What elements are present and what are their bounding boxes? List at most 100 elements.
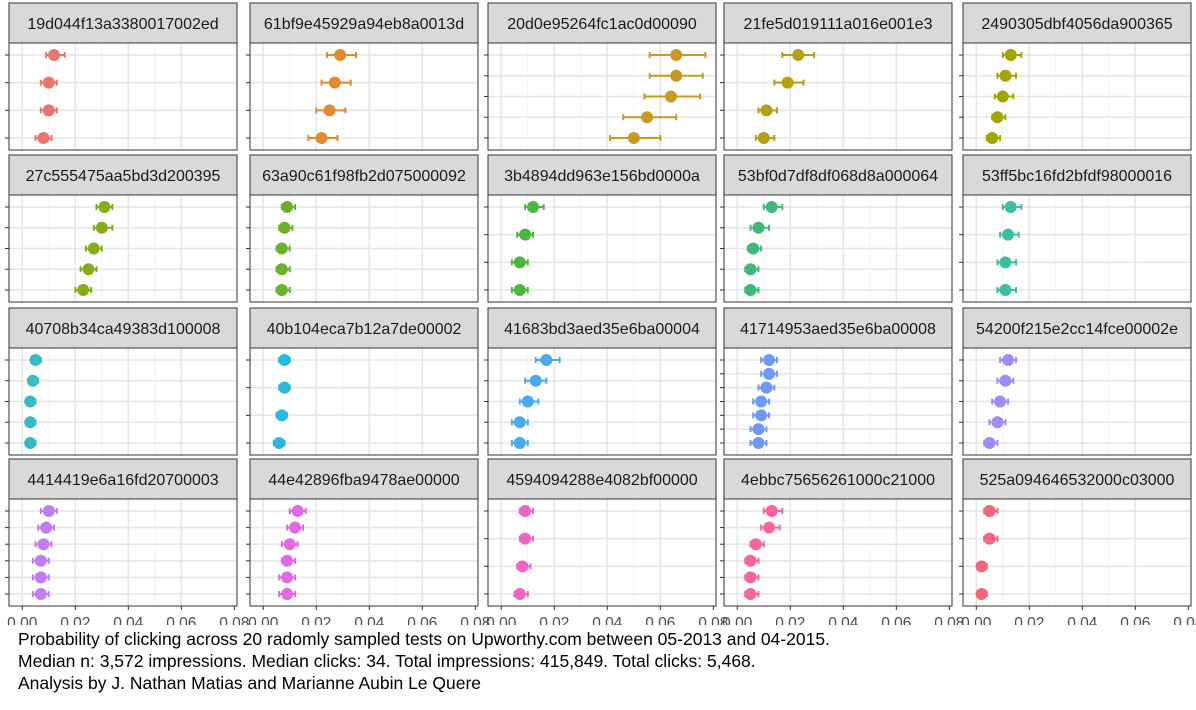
data-point <box>983 437 996 449</box>
data-point <box>516 560 529 573</box>
figure-caption: Probability of clicking across 20 radoml… <box>18 628 830 694</box>
data-point <box>513 437 526 449</box>
facet-panel: 40708b34ca49383d100008 <box>5 307 238 456</box>
data-point <box>765 201 778 213</box>
data-point <box>37 132 50 144</box>
facet-title: 4ebbc75656261000c21000 <box>741 472 935 489</box>
facet-strip <box>249 307 479 349</box>
x-tick-label: 0.06 <box>645 615 675 625</box>
data-point <box>664 90 677 103</box>
data-point <box>273 437 286 449</box>
data-point <box>1004 201 1017 213</box>
facet-panel: 40b104eca7b12a7de00002 <box>246 307 479 456</box>
panel-background <box>250 348 478 455</box>
data-point <box>275 242 288 255</box>
x-tick-label: 0.02 <box>775 615 805 625</box>
data-point <box>975 560 988 573</box>
panel-border <box>962 42 1192 151</box>
x-tick-label: 0.00 <box>486 615 517 625</box>
data-point <box>757 132 770 144</box>
data-point <box>40 521 53 534</box>
facet-title: 3b4894dd963e156bd0000a <box>504 168 700 185</box>
facet-strip <box>962 154 1192 196</box>
data-point <box>763 367 776 380</box>
panel-border <box>8 194 238 303</box>
data-point <box>281 201 294 213</box>
data-point <box>29 354 42 366</box>
x-tick-label: 0.06 <box>1120 615 1150 625</box>
facet-title: 61bf9e45929a94eb8a0013d <box>264 16 464 33</box>
facet-panel: 54200f215e2cc14fce00002e <box>959 307 1192 456</box>
facet-panel: 41714953aed35e6ba00008 <box>720 307 953 456</box>
panel-background <box>724 499 952 606</box>
panel-border <box>249 347 479 456</box>
panel-border <box>487 347 717 456</box>
data-point <box>34 588 47 600</box>
data-point <box>527 201 540 213</box>
facet-strip <box>8 307 238 349</box>
data-point <box>278 221 291 234</box>
data-point <box>37 538 50 551</box>
facet-panel: 4414419e6a16fd20700003 0.00 0.02 0.04 0.06 0.… <box>5 458 249 625</box>
data-point <box>24 416 37 429</box>
x-tick-label: 0.08 <box>934 615 964 625</box>
x-tick-label: 0.08 <box>460 615 490 625</box>
x-tick-label: 0.08 <box>1173 615 1196 625</box>
x-tick-label: 0.02 <box>1014 615 1044 625</box>
data-point <box>540 354 553 366</box>
data-point <box>991 111 1004 124</box>
facet-strip <box>8 458 238 500</box>
facet-strip <box>249 2 479 44</box>
data-point <box>34 554 47 567</box>
data-point <box>291 505 304 517</box>
facet-panel: 20d0e95264fc1ac0d00090 <box>484 2 717 151</box>
facet-title: 63a90c61f98fb2d075000092 <box>262 168 466 185</box>
facet-strip <box>487 154 717 196</box>
faceted-chart: 19d044f13a3380017002ed 61bf9e45929a94eb8a… <box>5 2 1196 625</box>
x-tick-label: 0.06 <box>881 615 911 625</box>
data-point <box>752 221 765 234</box>
facet-panel: 27c555475aa5bd3d200395 <box>5 154 238 303</box>
x-tick-label: 0.02 <box>539 615 569 625</box>
data-point <box>289 521 302 534</box>
x-tick-label: 0.00 <box>7 615 38 625</box>
data-point <box>281 571 294 584</box>
data-point <box>281 588 294 600</box>
caption-line-1: Probability of clicking across 20 radoml… <box>18 629 830 649</box>
data-point <box>98 201 111 213</box>
x-tick-label: 0.02 <box>301 615 331 625</box>
caption-line-2: Median n: 3,572 impressions. Median clic… <box>18 651 756 671</box>
x-tick-label: 0.04 <box>592 615 623 625</box>
data-point <box>755 395 768 408</box>
data-point <box>278 381 291 394</box>
x-tick-label: 0.02 <box>60 615 90 625</box>
data-point <box>519 505 532 517</box>
data-point <box>275 409 288 422</box>
x-tick-label: 0.00 <box>961 615 992 625</box>
data-point <box>627 132 640 144</box>
facet-title: 20d0e95264fc1ac0d00090 <box>507 16 697 33</box>
data-point <box>749 538 762 551</box>
panel-border <box>249 498 479 607</box>
panel-background <box>9 499 237 606</box>
facet-title: 41683bd3aed35e6ba00004 <box>504 321 700 338</box>
x-tick-label: 0.04 <box>113 615 144 625</box>
facet-title: 53bf0d7df8df068d8a000064 <box>738 168 938 185</box>
data-point <box>765 505 778 517</box>
facet-title: 525a094646532000c03000 <box>980 472 1175 489</box>
data-point <box>641 111 654 124</box>
panel-border <box>962 347 1192 456</box>
data-point <box>975 588 988 600</box>
data-point <box>1002 354 1015 366</box>
panel-border <box>962 194 1192 303</box>
caption-line-3: Analysis by J. Nathan Matias and Mariann… <box>18 673 482 693</box>
facet-strip <box>723 2 953 44</box>
panel-border <box>249 194 479 303</box>
facet-panel: 2490305dbf4056da900365 <box>959 2 1192 151</box>
panel-background <box>9 43 237 150</box>
panel-border <box>723 347 953 456</box>
facet-panel: 3b4894dd963e156bd0000a <box>484 154 717 303</box>
x-tick-label: 0.06 <box>166 615 196 625</box>
data-point <box>755 409 768 422</box>
data-point <box>1002 228 1015 241</box>
